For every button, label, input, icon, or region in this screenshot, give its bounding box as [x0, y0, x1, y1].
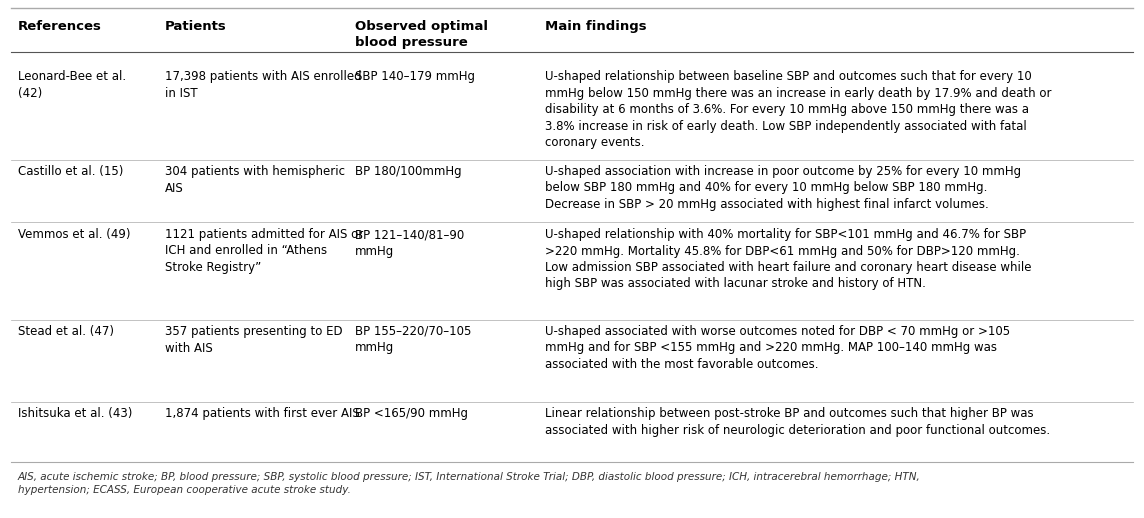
Text: Castillo et al. (15): Castillo et al. (15) — [18, 165, 124, 178]
Text: U-shaped relationship between baseline SBP and outcomes such that for every 10
m: U-shaped relationship between baseline S… — [545, 70, 1051, 149]
Text: U-shaped relationship with 40% mortality for SBP<101 mmHg and 46.7% for SBP
>220: U-shaped relationship with 40% mortality… — [545, 228, 1032, 291]
Text: Leonard-Bee et al.
(42): Leonard-Bee et al. (42) — [18, 70, 126, 99]
Text: Vemmos et al. (49): Vemmos et al. (49) — [18, 228, 130, 241]
Text: BP 121–140/81–90
mmHg: BP 121–140/81–90 mmHg — [355, 228, 464, 257]
Text: 1,874 patients with first ever AIS: 1,874 patients with first ever AIS — [165, 407, 359, 420]
Text: BP <165/90 mmHg: BP <165/90 mmHg — [355, 407, 468, 420]
Text: 357 patients presenting to ED
with AIS: 357 patients presenting to ED with AIS — [165, 325, 342, 354]
Text: BP 155–220/70–105
mmHg: BP 155–220/70–105 mmHg — [355, 325, 471, 354]
Text: U-shaped associated with worse outcomes noted for DBP < 70 mmHg or >105
mmHg and: U-shaped associated with worse outcomes … — [545, 325, 1010, 371]
Text: References: References — [18, 20, 102, 33]
Text: 17,398 patients with AIS enrolled
in IST: 17,398 patients with AIS enrolled in IST — [165, 70, 362, 99]
Text: Stead et al. (47): Stead et al. (47) — [18, 325, 114, 338]
Text: U-shaped association with increase in poor outcome by 25% for every 10 mmHg
belo: U-shaped association with increase in po… — [545, 165, 1022, 211]
Text: BP 180/100mmHg: BP 180/100mmHg — [355, 165, 462, 178]
Text: Linear relationship between post-stroke BP and outcomes such that higher BP was
: Linear relationship between post-stroke … — [545, 407, 1050, 437]
Text: 304 patients with hemispheric
AIS: 304 patients with hemispheric AIS — [165, 165, 345, 194]
Text: Ishitsuka et al. (43): Ishitsuka et al. (43) — [18, 407, 133, 420]
Text: Main findings: Main findings — [545, 20, 646, 33]
Text: 1121 patients admitted for AIS or
ICH and enrolled in “Athens
Stroke Registry”: 1121 patients admitted for AIS or ICH an… — [165, 228, 364, 274]
Text: AIS, acute ischemic stroke; BP, blood pressure; SBP, systolic blood pressure; IS: AIS, acute ischemic stroke; BP, blood pr… — [18, 472, 921, 495]
Text: Patients: Patients — [165, 20, 227, 33]
Text: SBP 140–179 mmHg: SBP 140–179 mmHg — [355, 70, 475, 83]
Text: Observed optimal
blood pressure: Observed optimal blood pressure — [355, 20, 488, 49]
